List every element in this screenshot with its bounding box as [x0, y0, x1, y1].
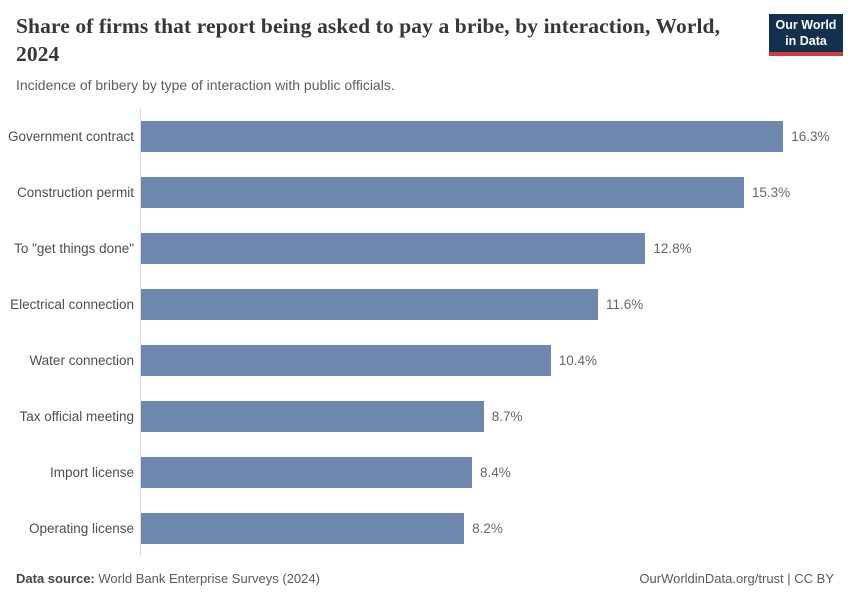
- bar[interactable]: [141, 176, 744, 208]
- bar[interactable]: [141, 232, 646, 264]
- bar-chart: Government contract 16.3% Construction per…: [0, 108, 850, 556]
- category-label: Government contract: [7, 128, 134, 144]
- value-label: 11.6%: [606, 296, 644, 312]
- bar-row: Government contract 16.3%: [0, 108, 850, 164]
- value-label: 10.4%: [558, 352, 598, 368]
- chart-subtitle: Incidence of bribery by type of interact…: [16, 77, 395, 94]
- data-source-value: World Bank Enterprise Surveys (2024): [98, 571, 320, 586]
- bar[interactable]: [141, 288, 599, 320]
- category-label: Tax official meeting: [19, 408, 134, 424]
- credit-line: OurWorldinData.org/trust | CC BY: [639, 571, 834, 586]
- bar-track: 12.8%: [140, 220, 850, 276]
- value-label: 8.4%: [479, 464, 511, 480]
- bar-track: 8.7%: [140, 388, 850, 444]
- bar-track: 8.2%: [140, 500, 850, 556]
- bar-row: Tax official meeting 8.7%: [0, 388, 850, 444]
- category-label: Water connection: [29, 352, 134, 368]
- value-label: 12.8%: [653, 240, 692, 256]
- bar-track: 8.4%: [140, 444, 850, 500]
- bar-track: 11.6%: [140, 276, 850, 332]
- bar-row: Import license 8.4%: [0, 444, 850, 500]
- owid-logo: Our World in Data: [769, 14, 843, 57]
- data-source: Data source: World Bank Enterprise Surve…: [16, 571, 320, 586]
- category-label: Electrical connection: [10, 296, 134, 312]
- bar-row: Operating license 8.2%: [0, 500, 850, 556]
- bar[interactable]: [141, 400, 484, 432]
- owid-logo-line2: in Data: [785, 33, 827, 48]
- category-label: To "get things done": [14, 240, 134, 256]
- bar-row: Water connection 10.4%: [0, 332, 850, 388]
- bar-row: To "get things done" 12.8%: [0, 220, 850, 276]
- value-label: 15.3%: [751, 184, 791, 200]
- data-source-label: Data source:: [16, 571, 95, 586]
- page-title: Share of firms that report being asked t…: [16, 14, 721, 66]
- bar[interactable]: [141, 344, 551, 376]
- value-label: 8.2%: [472, 520, 503, 536]
- value-label: 16.3%: [791, 128, 830, 144]
- chart-header: Share of firms that report being asked t…: [16, 13, 850, 93]
- category-label: Operating license: [28, 520, 134, 536]
- value-label: 8.7%: [491, 408, 523, 424]
- owid-logo-line1: Our World: [775, 18, 837, 32]
- bar[interactable]: [141, 120, 784, 152]
- bar-track: 15.3%: [140, 164, 850, 220]
- bar[interactable]: [141, 512, 465, 544]
- bar-track: 10.4%: [140, 332, 850, 388]
- bar-row: Electrical connection 11.6%: [0, 276, 850, 332]
- bar[interactable]: [141, 456, 472, 488]
- bar-track: 16.3%: [140, 108, 850, 164]
- bar-row: Construction permit 15.3%: [0, 164, 850, 220]
- category-label: Construction permit: [16, 184, 134, 200]
- category-label: Import license: [49, 464, 134, 480]
- chart-footer: Data source: World Bank Enterprise Surve…: [16, 571, 834, 586]
